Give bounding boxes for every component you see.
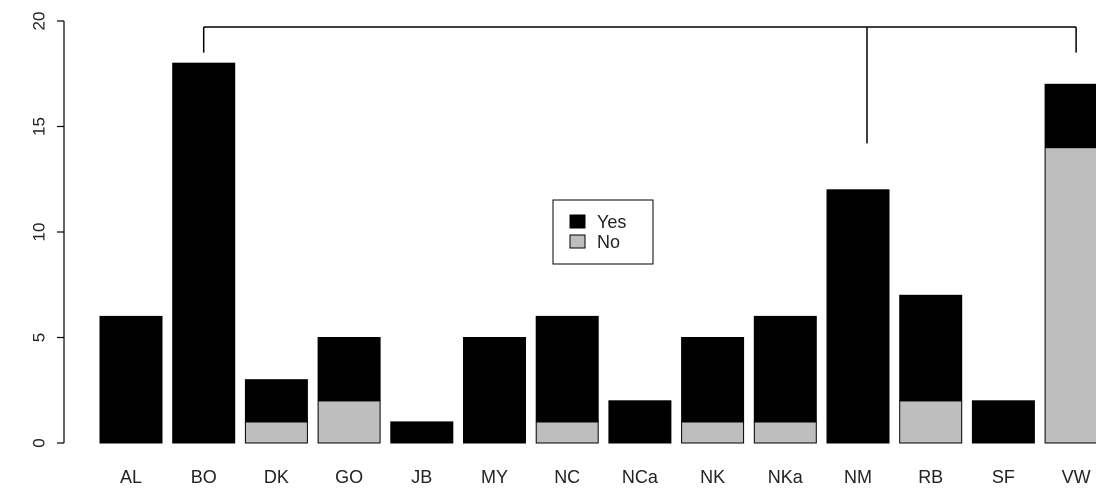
x-axis-labels: AL BO DK GO JB MY NC NCa NK NKa NM RB SF VW <box>120 467 1091 487</box>
bar-yes-nka <box>753 315 817 423</box>
legend-swatch-yes <box>569 214 586 229</box>
x-tick-label: VW <box>1062 467 1091 487</box>
x-tick-label: JB <box>411 467 432 487</box>
bar-yes-nca <box>608 400 672 444</box>
bar-no-rb <box>899 400 963 444</box>
bar-no-nka <box>753 421 817 444</box>
bar-yes-nc <box>535 315 599 423</box>
bar-yes-nm <box>826 189 890 444</box>
x-tick-label: NM <box>844 467 872 487</box>
bar-yes-jb <box>390 421 454 444</box>
x-tick-label: NC <box>554 467 580 487</box>
bar-yes-vw <box>1044 83 1096 149</box>
x-tick-label: RB <box>918 467 943 487</box>
bar-no-vw <box>1044 147 1096 444</box>
bracket-annotation <box>202 26 1077 144</box>
bar-yes-sf <box>971 400 1035 444</box>
legend-label-yes: Yes <box>597 212 626 232</box>
x-tick-label: GO <box>335 467 363 487</box>
y-tick-label: 10 <box>29 223 48 242</box>
x-tick-label: DK <box>264 467 289 487</box>
x-tick-label: NKa <box>768 467 804 487</box>
bar-no-nk <box>681 421 745 444</box>
bar-yes-dk <box>244 379 308 423</box>
bar-yes-rb <box>899 294 963 402</box>
bar-no-dk <box>244 421 308 444</box>
legend-box <box>552 199 654 265</box>
bar-yes-bo <box>172 62 236 444</box>
legend-label-no: No <box>597 232 620 252</box>
x-tick-label: NCa <box>622 467 659 487</box>
x-tick-label: NK <box>700 467 725 487</box>
y-tick-label: 0 <box>29 438 48 447</box>
bar-no-nc <box>535 421 599 444</box>
y-tick-label: 15 <box>29 117 48 136</box>
y-tick-label: 5 <box>29 333 48 342</box>
y-axis: 0 5 10 15 20 <box>29 12 65 448</box>
bar-yes-go <box>317 337 381 402</box>
legend-swatch-no <box>569 234 586 249</box>
bar-no-go <box>317 400 381 444</box>
bar-yes-my <box>463 337 526 444</box>
x-tick-label: MY <box>481 467 508 487</box>
x-tick-label: SF <box>992 467 1015 487</box>
bars <box>99 62 1096 444</box>
x-tick-label: BO <box>191 467 217 487</box>
bar-yes-al <box>99 315 163 444</box>
y-tick-label: 20 <box>29 12 48 31</box>
x-tick-label: AL <box>120 467 142 487</box>
bar-yes-nk <box>681 337 745 423</box>
